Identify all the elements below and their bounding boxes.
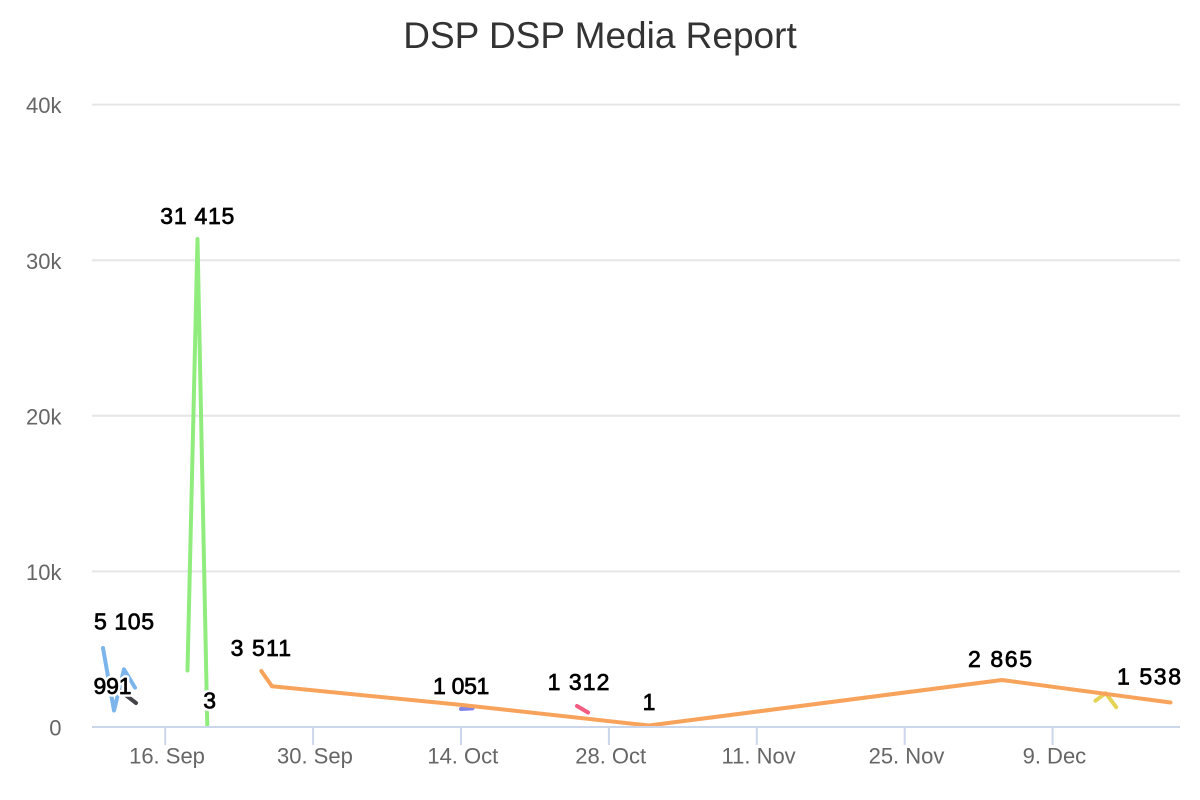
svg-text:991: 991 xyxy=(94,673,132,699)
svg-text:1: 1 xyxy=(643,689,656,715)
svg-text:9. Dec: 9. Dec xyxy=(1023,744,1087,769)
svg-text:5 105: 5 105 xyxy=(94,609,154,635)
svg-text:31 415: 31 415 xyxy=(160,203,234,229)
svg-text:3: 3 xyxy=(203,688,216,714)
svg-text:30. Sep: 30. Sep xyxy=(277,744,353,769)
svg-text:2 865: 2 865 xyxy=(968,646,1032,672)
svg-text:16. Sep: 16. Sep xyxy=(129,744,205,769)
svg-text:1 538: 1 538 xyxy=(1117,664,1181,690)
svg-text:31 415: 31 415 xyxy=(160,203,234,229)
svg-text:1 312: 1 312 xyxy=(548,669,610,695)
svg-text:1 051: 1 051 xyxy=(433,673,489,699)
svg-text:3: 3 xyxy=(203,688,216,714)
svg-text:DSP DSP Media Report: DSP DSP Media Report xyxy=(403,15,797,56)
svg-text:3 511: 3 511 xyxy=(231,635,291,661)
svg-text:11. Nov: 11. Nov xyxy=(722,744,796,769)
svg-text:28. Oct: 28. Oct xyxy=(575,744,646,769)
svg-text:2 865: 2 865 xyxy=(968,646,1032,672)
svg-text:40k: 40k xyxy=(26,93,62,118)
svg-text:1: 1 xyxy=(643,689,656,715)
svg-text:1 312: 1 312 xyxy=(548,669,610,695)
svg-text:30k: 30k xyxy=(26,249,62,274)
svg-text:3 511: 3 511 xyxy=(231,635,291,661)
svg-text:1 051: 1 051 xyxy=(433,673,489,699)
svg-text:991: 991 xyxy=(94,673,132,699)
svg-text:5 105: 5 105 xyxy=(94,609,154,635)
svg-text:25. Nov: 25. Nov xyxy=(869,744,945,769)
svg-text:1 538: 1 538 xyxy=(1117,664,1181,690)
svg-text:14. Oct: 14. Oct xyxy=(427,744,498,769)
svg-text:20k: 20k xyxy=(26,404,62,429)
svg-text:10k: 10k xyxy=(26,560,62,585)
svg-text:0: 0 xyxy=(49,716,61,741)
